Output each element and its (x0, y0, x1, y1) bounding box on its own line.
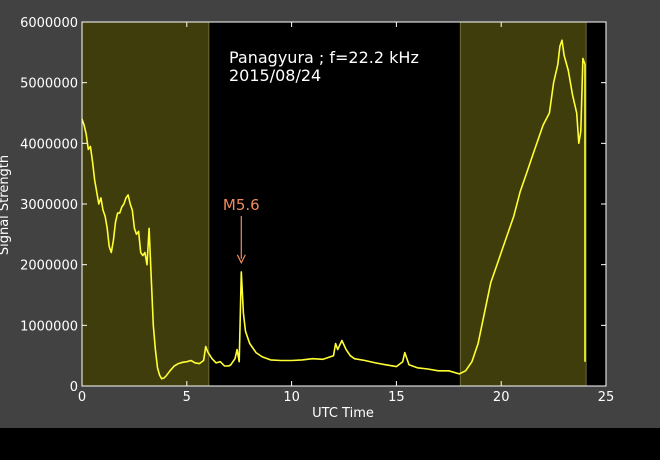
annotation-station: Panagyura ; f=22.2 kHz (229, 48, 419, 67)
y-tick-label: 1000000 (20, 319, 78, 334)
y-tick-label: 3000000 (20, 198, 78, 213)
event-arrow-head (236, 254, 246, 265)
x-tick-label: 20 (493, 390, 510, 405)
y-tick-label: 6000000 (20, 16, 78, 31)
y-tick-label: 2000000 (20, 259, 78, 274)
x-tick-label: 5 (183, 390, 191, 405)
x-tick-label: 0 (78, 390, 86, 405)
night-shade-region (82, 22, 209, 386)
bottom-strip (0, 428, 660, 460)
y-tick-label: 5000000 (20, 77, 78, 92)
annotation-date: 2015/08/24 (229, 66, 321, 85)
y-tick-label: 4000000 (20, 137, 78, 152)
night-shade-region (460, 22, 587, 386)
chart-svg: 0 5 10 15 20 25 0 1000000 2000000 3000000 4000000 5… (0, 16, 615, 421)
chart-figure: 0 5 10 15 20 25 0 1000000 2000000 3000000 4000000 5… (0, 0, 660, 428)
x-tick-label: 15 (388, 390, 405, 405)
x-tick-label: 25 (598, 390, 615, 405)
x-tick-label: 10 (283, 390, 300, 405)
x-axis-label: UTC Time (312, 406, 374, 421)
y-axis-label: Signal Strength (0, 155, 12, 255)
y-tick-label: 0 (70, 380, 78, 395)
event-label: M5.6 (223, 196, 260, 214)
signal-series-line (81, 39, 586, 380)
